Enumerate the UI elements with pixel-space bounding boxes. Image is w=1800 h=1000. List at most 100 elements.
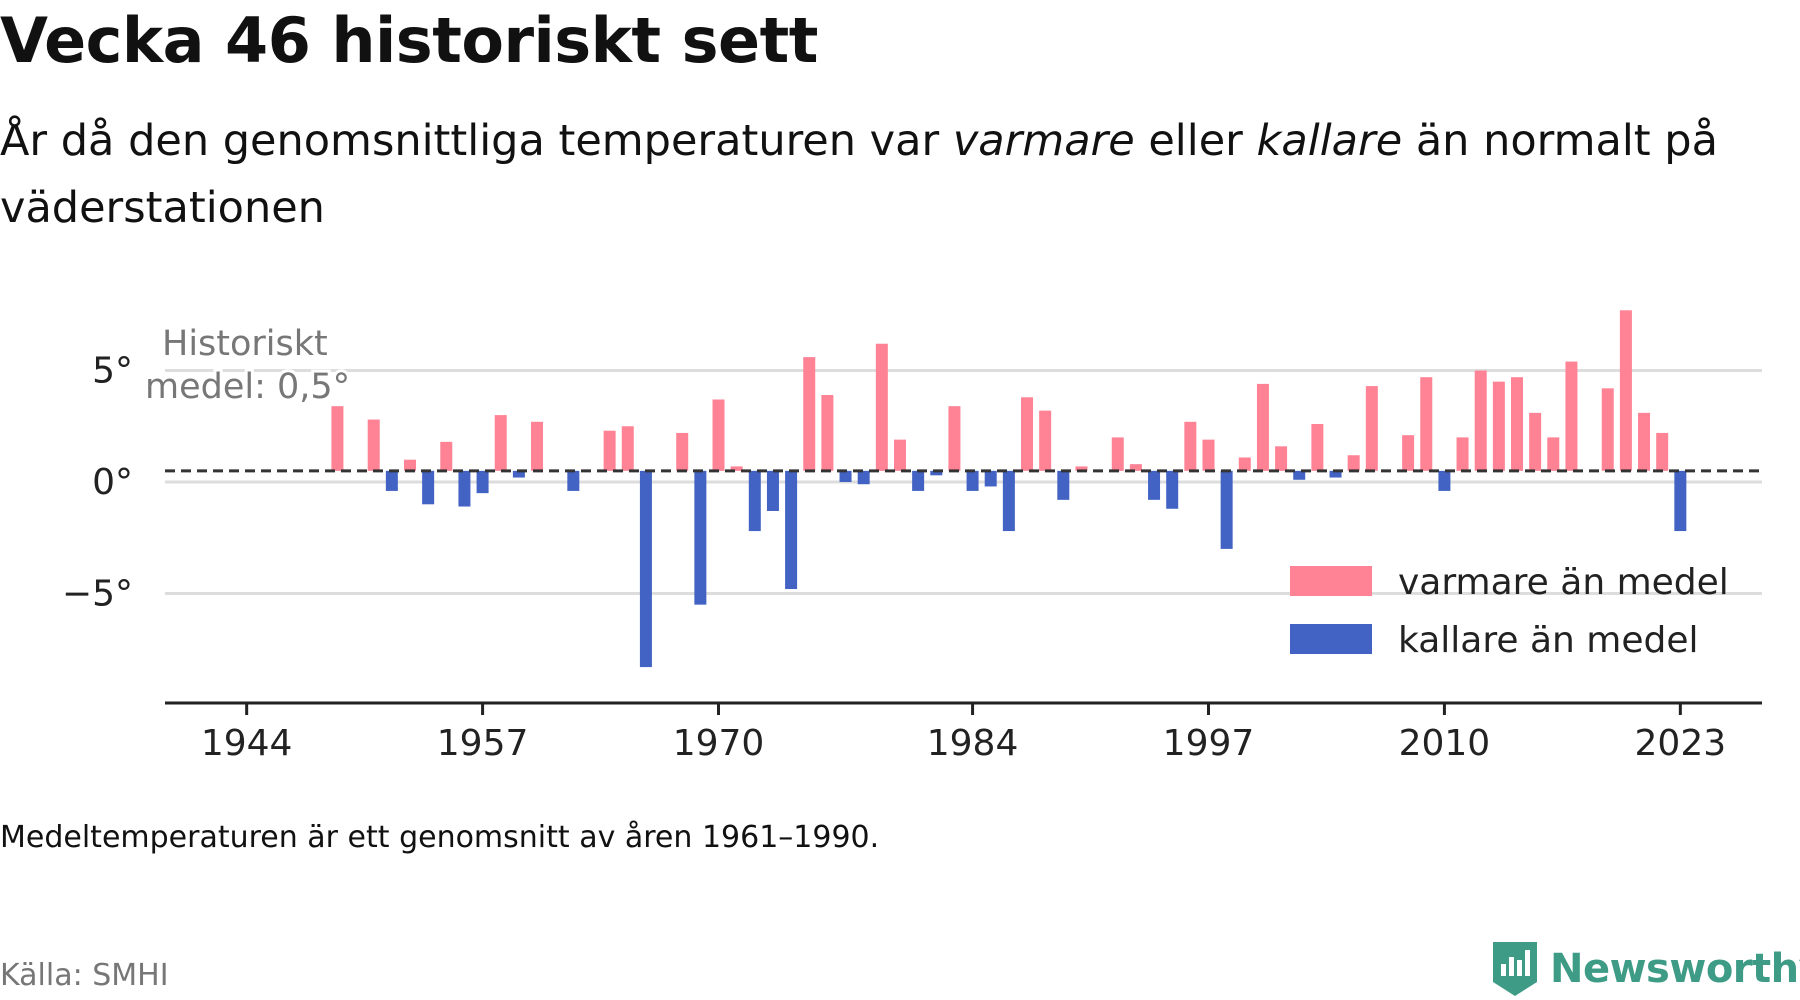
legend-label-cold: kallare än medel bbox=[1398, 620, 1698, 661]
bar-1974 bbox=[785, 470, 798, 590]
x-tick-label: 1944 bbox=[201, 723, 293, 764]
bar-2012 bbox=[1474, 370, 1487, 471]
bar-2021 bbox=[1638, 412, 1651, 471]
bar-1983 bbox=[948, 406, 961, 471]
bar-1955 bbox=[440, 441, 453, 471]
bar-2016 bbox=[1547, 437, 1560, 471]
bars bbox=[331, 310, 1687, 668]
subtitle-cold-word: kallare bbox=[1256, 116, 1403, 166]
bar-1978 bbox=[857, 470, 870, 485]
bar-1980 bbox=[893, 439, 906, 471]
bar-2009 bbox=[1420, 377, 1433, 471]
bar-2002 bbox=[1293, 470, 1306, 480]
legend-swatch-warm bbox=[1290, 566, 1372, 596]
bar-1995 bbox=[1166, 470, 1179, 509]
x-axis: 1944 1957 1970 1984 1997 2010 2023 bbox=[165, 701, 1762, 764]
bar-1990 bbox=[1075, 466, 1088, 471]
bar-1986 bbox=[1002, 470, 1015, 532]
bar-1953 bbox=[403, 459, 416, 471]
bar-1958 bbox=[494, 415, 507, 471]
bar-1985 bbox=[984, 470, 997, 487]
bar-1957 bbox=[476, 470, 489, 494]
bar-1979 bbox=[875, 343, 888, 471]
bar-1971 bbox=[730, 466, 743, 471]
newsworthy-logo-icon bbox=[1493, 942, 1537, 996]
baseline-label-line1: Historiskt bbox=[162, 324, 328, 364]
bar-2023 bbox=[1674, 470, 1687, 532]
bar-2008 bbox=[1402, 435, 1415, 471]
subtitle-warm-word: varmare bbox=[952, 116, 1135, 166]
bar-1959 bbox=[512, 470, 525, 478]
subtitle-text-mid: eller bbox=[1134, 116, 1257, 166]
y-tick-label: 5° bbox=[92, 351, 133, 392]
bar-1969 bbox=[694, 470, 707, 605]
subtitle-text-post: än normalt på väderstationen bbox=[0, 116, 1718, 233]
bar-2017 bbox=[1565, 361, 1578, 471]
bar-1968 bbox=[676, 432, 689, 471]
bar-1964 bbox=[603, 430, 616, 471]
bar-1966 bbox=[639, 470, 652, 668]
bar-1965 bbox=[621, 426, 634, 471]
x-tick-label: 2010 bbox=[1399, 723, 1491, 764]
bar-2014 bbox=[1511, 377, 1524, 471]
bar-1975 bbox=[803, 357, 816, 471]
x-tick-label: 1957 bbox=[437, 723, 529, 764]
y-tick-label: 0° bbox=[92, 462, 133, 503]
bar-1988 bbox=[1039, 410, 1052, 471]
bar-1984 bbox=[966, 470, 979, 491]
bar-1994 bbox=[1148, 470, 1161, 500]
x-tick-label: 1984 bbox=[927, 723, 1019, 764]
chart-title: Vecka 46 historiskt sett bbox=[0, 4, 818, 77]
bar-1949 bbox=[331, 406, 344, 471]
legend-swatch-cold bbox=[1290, 624, 1372, 654]
bar-2001 bbox=[1275, 446, 1288, 471]
bar-2010 bbox=[1438, 470, 1451, 491]
bar-1981 bbox=[912, 470, 925, 491]
bar-1954 bbox=[422, 470, 435, 505]
legend: varmare än medel kallare än medel bbox=[1290, 562, 1729, 661]
newsworthy-logo: Newsworthy bbox=[1490, 940, 1800, 998]
baseline-label-line2: medel: 0,5° bbox=[145, 367, 350, 407]
bar-2006 bbox=[1365, 386, 1378, 471]
bar-1977 bbox=[839, 470, 852, 482]
bar-1970 bbox=[712, 399, 725, 471]
legend-label-warm: varmare än medel bbox=[1398, 562, 1729, 603]
bar-1997 bbox=[1202, 439, 1215, 471]
bar-2022 bbox=[1656, 432, 1669, 471]
footnote: Medeltemperaturen är ett genomsnitt av å… bbox=[0, 820, 880, 855]
bar-1956 bbox=[458, 470, 471, 507]
bar-1998 bbox=[1220, 470, 1233, 549]
bar-1999 bbox=[1238, 457, 1251, 471]
chart-subtitle: År då den genomsnittliga temperaturen va… bbox=[0, 108, 1720, 242]
newsworthy-logo-text: Newsworthy bbox=[1550, 946, 1800, 992]
bar-1996 bbox=[1184, 421, 1197, 471]
bar-2004 bbox=[1329, 470, 1342, 478]
bar-2019 bbox=[1601, 388, 1614, 471]
bar-1992 bbox=[1111, 437, 1124, 471]
bar-2003 bbox=[1311, 424, 1324, 471]
x-tick-label: 2023 bbox=[1635, 723, 1727, 764]
bar-1982 bbox=[930, 470, 943, 476]
bar-2005 bbox=[1347, 455, 1360, 471]
bar-1987 bbox=[1021, 397, 1034, 471]
bar-2020 bbox=[1619, 310, 1632, 471]
source-label: Källa: SMHI bbox=[0, 958, 169, 993]
bar-1952 bbox=[385, 470, 398, 491]
x-tick-label: 1970 bbox=[673, 723, 765, 764]
bar-1989 bbox=[1057, 470, 1070, 500]
y-tick-label: −5° bbox=[62, 574, 133, 615]
bar-1962 bbox=[567, 470, 580, 491]
bar-1972 bbox=[748, 470, 761, 532]
bar-1976 bbox=[821, 395, 834, 471]
bar-2011 bbox=[1456, 437, 1469, 471]
bar-1973 bbox=[766, 470, 779, 511]
bar-1993 bbox=[1129, 464, 1142, 471]
bar-2000 bbox=[1256, 383, 1269, 471]
x-tick-label: 1997 bbox=[1163, 723, 1255, 764]
bar-2013 bbox=[1492, 381, 1505, 471]
bar-1951 bbox=[367, 419, 380, 471]
bar-2015 bbox=[1529, 412, 1542, 471]
bar-1960 bbox=[531, 421, 544, 471]
